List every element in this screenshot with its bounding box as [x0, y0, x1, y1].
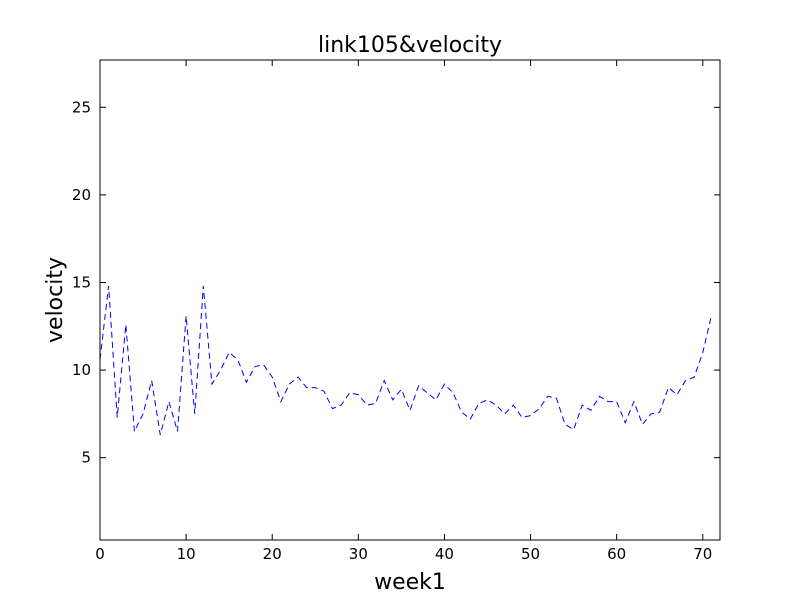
x-tick-label: 60: [607, 545, 626, 563]
y-tick-label: 20: [72, 186, 91, 204]
x-tick-label: 10: [177, 545, 196, 563]
x-tick-label: 30: [349, 545, 368, 563]
axis-ticks: 0 10 20 30 40 50 60 70 5 10 15 20 25: [72, 60, 720, 563]
y-tick-label: 25: [72, 98, 91, 116]
y-tick-label: 15: [72, 273, 91, 291]
y-axis-label: velocity: [43, 257, 68, 343]
y-tick-label: 5: [81, 449, 91, 467]
series-line-1: [99, 285, 712, 436]
x-tick-label: 50: [521, 545, 540, 563]
x-tick-label: 40: [435, 545, 454, 563]
chart-title: link105&velocity: [318, 33, 502, 58]
plot-marks: [99, 285, 712, 436]
x-tick-label: 70: [693, 545, 712, 563]
y-tick-label: 10: [72, 361, 91, 379]
x-tick-label: 0: [95, 545, 105, 563]
x-axis-label: week1: [374, 570, 446, 595]
plot-frame: [99, 59, 721, 541]
x-tick-label: 20: [263, 545, 282, 563]
